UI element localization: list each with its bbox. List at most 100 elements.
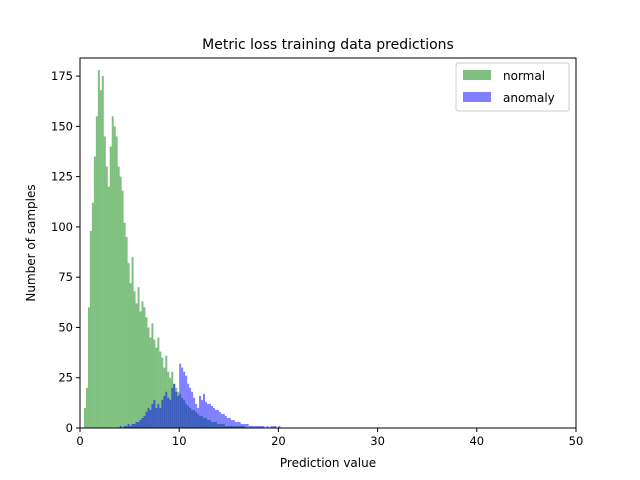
bar-normal	[115, 136, 118, 429]
bar-normal	[95, 116, 98, 428]
x-tick-label: 40	[469, 434, 484, 448]
y-axis-label: Number of samples	[24, 184, 38, 301]
x-tick-label: 20	[271, 434, 286, 448]
bar-normal	[109, 146, 112, 429]
bar-normal	[145, 317, 148, 428]
y-tick-label: 50	[58, 320, 73, 334]
bar-normal	[161, 357, 164, 428]
bar-normal	[111, 116, 114, 428]
bar-normal	[127, 263, 130, 428]
bar-normal	[103, 136, 106, 429]
bar-normal	[97, 70, 100, 428]
bar-anomaly	[129, 425, 132, 428]
x-tick-label: 10	[172, 434, 187, 448]
y-tick-label: 150	[51, 119, 73, 133]
bar-anomaly	[206, 403, 209, 428]
x-tick-label: 0	[76, 434, 83, 448]
bar-normal	[153, 339, 156, 428]
x-axis-ticks: 0 10 20 30 40 50	[76, 428, 583, 448]
bar-anomaly	[131, 423, 134, 428]
bar-anomaly	[244, 423, 247, 428]
bar-normal	[117, 166, 120, 428]
bar-anomaly	[147, 407, 150, 428]
bar-anomaly	[228, 417, 231, 428]
bar-normal	[137, 287, 140, 428]
y-tick-label: 75	[58, 270, 73, 284]
bar-anomaly	[189, 387, 192, 428]
bar-anomaly	[222, 413, 225, 428]
bar-anomaly	[246, 423, 249, 428]
bar-anomaly	[274, 425, 277, 428]
bar-anomaly	[250, 425, 253, 428]
bar-anomaly	[171, 387, 174, 428]
bar-anomaly	[210, 405, 213, 428]
plot-area-frame	[79, 57, 577, 429]
bar-anomaly	[139, 419, 142, 428]
bar-anomaly	[226, 417, 229, 428]
bar-anomaly	[133, 423, 136, 428]
bar-anomaly	[278, 425, 281, 428]
bar-anomaly	[224, 415, 227, 428]
bar-anomaly	[137, 421, 140, 428]
bar-anomaly	[240, 423, 243, 428]
bar-normal	[83, 407, 86, 428]
bar-normal	[89, 230, 92, 428]
bar-anomaly	[181, 367, 184, 428]
bar-anomaly	[214, 409, 217, 428]
bar-anomaly	[260, 425, 263, 428]
bar-anomaly	[127, 423, 130, 428]
bar-anomaly	[220, 413, 223, 428]
bar-normal	[151, 323, 154, 428]
anomaly-bars	[119, 363, 281, 428]
bar-anomaly	[208, 403, 211, 428]
chart-title: Metric loss training data predictions	[202, 37, 454, 53]
bar-normal	[133, 291, 136, 428]
bar-normal	[149, 337, 152, 428]
x-tick-label: 50	[569, 434, 584, 448]
bar-anomaly	[236, 421, 239, 428]
bar-normal	[141, 301, 144, 428]
bar-anomaly	[266, 425, 269, 428]
bar-normal	[157, 337, 160, 428]
y-tick-label: 175	[51, 69, 73, 83]
bar-anomaly	[212, 407, 215, 428]
bar-anomaly	[135, 421, 138, 428]
bar-anomaly	[270, 425, 273, 428]
bar-anomaly	[119, 425, 122, 428]
bar-normal	[135, 303, 138, 428]
bar-anomaly	[230, 419, 233, 428]
bar-anomaly	[163, 395, 166, 428]
bar-anomaly	[199, 395, 202, 428]
bar-anomaly	[204, 401, 207, 428]
bar-anomaly	[197, 407, 200, 428]
bar-anomaly	[165, 391, 168, 428]
bar-anomaly	[254, 425, 257, 428]
x-axis-label: Prediction value	[280, 456, 376, 470]
y-tick-label: 100	[51, 220, 73, 234]
legend: normal anomaly	[455, 62, 570, 112]
bar-anomaly	[262, 425, 265, 428]
bar-anomaly	[153, 399, 156, 428]
bar-anomaly	[145, 411, 148, 428]
legend-label-normal: normal	[503, 69, 545, 83]
bar-anomaly	[175, 391, 178, 428]
bar-anomaly	[256, 425, 259, 428]
bar-normal	[87, 307, 90, 428]
y-tick-label: 0	[66, 421, 73, 435]
bar-normal	[93, 156, 96, 428]
bar-anomaly	[252, 425, 255, 428]
bar-normal	[272, 425, 275, 428]
bar-anomaly	[167, 397, 170, 428]
bar-normal	[155, 347, 158, 428]
bar-anomaly	[155, 407, 158, 428]
bar-anomaly	[177, 395, 180, 428]
bar-normal	[107, 186, 110, 428]
bar-anomaly	[185, 375, 188, 428]
bar-normal	[129, 283, 132, 428]
bar-anomaly	[258, 425, 261, 428]
legend-label-anomaly: anomaly	[503, 91, 555, 105]
bar-anomaly	[157, 403, 160, 428]
bar-normal	[123, 222, 126, 428]
bar-anomaly	[218, 411, 221, 428]
